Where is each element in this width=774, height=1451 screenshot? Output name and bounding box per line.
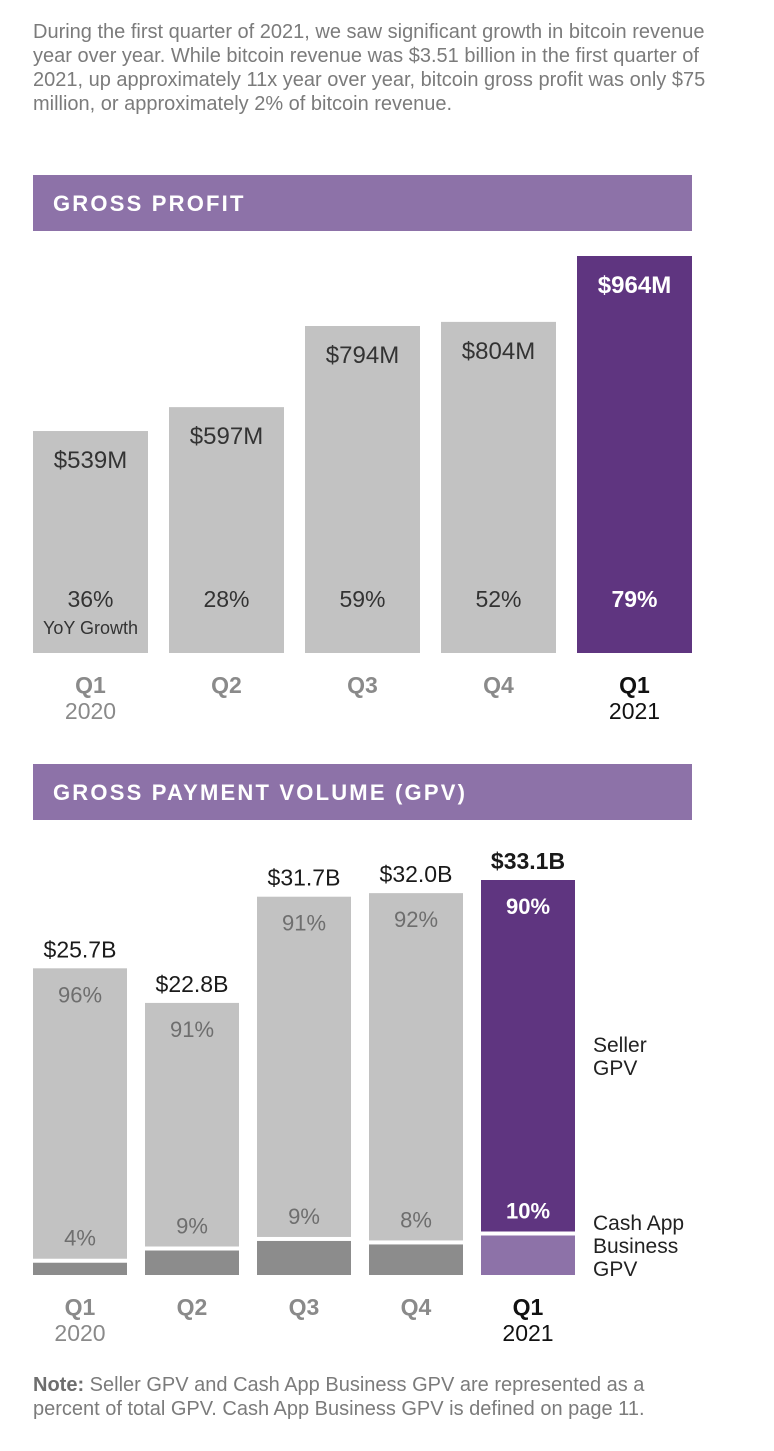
gpv-x-tick-year: 2020 [54, 1320, 105, 1346]
gpv-seller-share-label: 90% [506, 894, 550, 919]
gross-profit-growth-label: 36% [67, 586, 113, 612]
gross-profit-x-tick-quarter: Q1 [619, 672, 650, 698]
gpv-cash-app-business-segment [481, 1235, 575, 1275]
gpv-seller-series-label: Seller [593, 1034, 647, 1057]
gross-profit-x-tick-quarter: Q1 [75, 672, 106, 698]
gpv-seller-segment [369, 893, 463, 1241]
gpv-x-tick-quarter: Q4 [401, 1294, 432, 1320]
gpv-cash-app-business-share-label: 9% [288, 1204, 320, 1229]
gross-profit-bar [169, 407, 284, 653]
gross-profit-growth-label: 79% [611, 586, 657, 612]
gross-profit-value-label: $597M [190, 423, 263, 450]
gpv-cash-app-business-segment [145, 1250, 239, 1275]
gpv-header-label: GROSS PAYMENT VOLUME (GPV) [53, 780, 468, 805]
gpv-cash-app-business-share-label: 9% [176, 1214, 208, 1239]
footnote-label: Note: [33, 1374, 85, 1396]
gross-profit-header: GROSS PROFIT [33, 175, 692, 231]
gross-profit-value-label: $539M [54, 447, 127, 474]
gpv-x-tick-quarter: Q1 [65, 1294, 96, 1320]
gross-profit-growth-label: 28% [203, 586, 249, 612]
gross-profit-x-tick-quarter: Q4 [483, 672, 514, 698]
intro-paragraph: During the first quarter of 2021, we saw… [33, 21, 706, 115]
gpv-seller-segment [145, 1002, 239, 1247]
gpv-total-label: $22.8B [156, 971, 229, 997]
gross-profit-x-tick-quarter: Q2 [211, 672, 242, 698]
gpv-x-tick-quarter: Q2 [177, 1294, 208, 1320]
gpv-total-label: $32.0B [380, 861, 453, 887]
gpv-cash-app-business-share-label: 8% [400, 1207, 432, 1232]
gpv-x-tick-quarter: Q3 [289, 1294, 320, 1320]
gpv-total-label: $33.1B [491, 848, 565, 874]
gross-profit-bar [305, 326, 420, 653]
gpv-total-label: $25.7B [44, 936, 117, 962]
gross-profit-bar [441, 321, 556, 653]
gpv-seller-segment [257, 896, 351, 1237]
gpv-seller-segment [481, 880, 575, 1232]
gpv-cash-app-business-series-label: Business [593, 1235, 678, 1258]
gross-profit-header-label: GROSS PROFIT [53, 191, 246, 216]
gross-profit-x-tick-year: 2020 [65, 698, 116, 724]
gpv-cash-app-business-segment [257, 1240, 351, 1275]
gpv-chart: $25.7B96%4%Q12020$22.8B91%9%Q2$31.7B91%9… [33, 848, 684, 1346]
gpv-cash-app-business-share-label: 4% [64, 1226, 96, 1251]
gpv-cash-app-business-share-label: 10% [506, 1199, 550, 1224]
gpv-x-tick-quarter: Q1 [513, 1294, 544, 1320]
gpv-seller-series-label: GPV [593, 1057, 637, 1080]
gpv-seller-share-label: 91% [170, 1017, 214, 1042]
gross-profit-growth-label: 52% [475, 586, 521, 612]
gross-profit-x-tick-year: 2021 [609, 698, 660, 724]
gpv-total-label: $31.7B [268, 865, 341, 891]
gpv-seller-share-label: 96% [58, 982, 102, 1007]
gpv-x-tick-year: 2021 [502, 1320, 553, 1346]
gross-profit-growth-caption: YoY Growth [43, 618, 138, 638]
gross-profit-value-label: $794M [326, 342, 399, 369]
footnote: Note: Seller GPV and Cash App Business G… [33, 1373, 713, 1421]
gross-profit-bar [577, 256, 692, 653]
gpv-cash-app-business-segment [369, 1244, 463, 1275]
gross-profit-value-label: $804M [462, 338, 535, 365]
gpv-seller-share-label: 92% [394, 907, 438, 932]
gpv-cash-app-business-series-label: Cash App [593, 1212, 684, 1235]
gross-profit-value-label: $964M [598, 272, 671, 299]
gross-profit-growth-label: 59% [339, 586, 385, 612]
footnote-text: Seller GPV and Cash App Business GPV are… [33, 1374, 645, 1420]
gross-profit-x-tick-quarter: Q3 [347, 672, 378, 698]
gpv-header: GROSS PAYMENT VOLUME (GPV) [33, 764, 692, 820]
gpv-cash-app-business-series-label: GPV [593, 1258, 637, 1281]
gpv-cash-app-business-segment [33, 1262, 127, 1275]
gpv-seller-share-label: 91% [282, 911, 326, 936]
gpv-seller-segment [33, 968, 127, 1259]
gross-profit-bar [33, 431, 148, 653]
